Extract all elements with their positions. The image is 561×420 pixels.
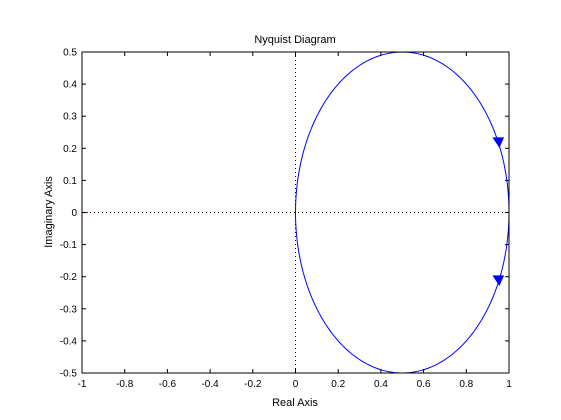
y-tick-label: 0.3: [63, 112, 77, 123]
x-tick-label: -0.4: [201, 379, 219, 390]
y-tick-label: -0.5: [60, 369, 78, 380]
x-tick-label: -0.2: [244, 379, 262, 390]
x-tick-label: -0.8: [116, 379, 134, 390]
x-tick-label: 0.2: [331, 379, 345, 390]
y-ticks: -0.5 -0.4 -0.3 -0.2 -0.1 0 0.1 0.2 0.3 0.4 0.5: [60, 48, 509, 380]
y-tick-label: 0.2: [63, 144, 77, 155]
y-tick-label: -0.3: [60, 304, 78, 315]
x-axis-label: Real Axis: [272, 397, 318, 409]
x-tick-label: 0.8: [459, 379, 473, 390]
y-tick-label: 0.4: [63, 80, 77, 91]
x-tick-label: -1: [78, 379, 87, 390]
x-tick-label: 0: [293, 379, 299, 390]
nyquist-curve-group: [294, 51, 510, 374]
y-tick-label: 0.5: [63, 48, 77, 59]
chart-title: Nyquist Diagram: [254, 34, 335, 46]
y-tick-label: 0.1: [63, 176, 77, 187]
direction-arrow: [492, 137, 505, 148]
x-tick-label: -0.6: [159, 379, 177, 390]
y-tick-label: -0.4: [60, 336, 78, 347]
x-tick-label: 1: [506, 379, 512, 390]
x-ticks: -1 -0.8 -0.6 -0.4 -0.2 0 0.2 0.4 0.6 0.8 1: [78, 52, 512, 390]
x-tick-label: 0.6: [417, 379, 431, 390]
y-tick-label: -0.1: [60, 240, 78, 251]
direction-arrow: [492, 275, 505, 286]
y-axis-label: Imaginary Axis: [43, 176, 55, 248]
y-tick-label: -0.2: [60, 272, 78, 283]
x-tick-label: 0.4: [374, 379, 388, 390]
nyquist-curve: [294, 51, 510, 374]
y-tick-label: 0: [71, 208, 77, 219]
